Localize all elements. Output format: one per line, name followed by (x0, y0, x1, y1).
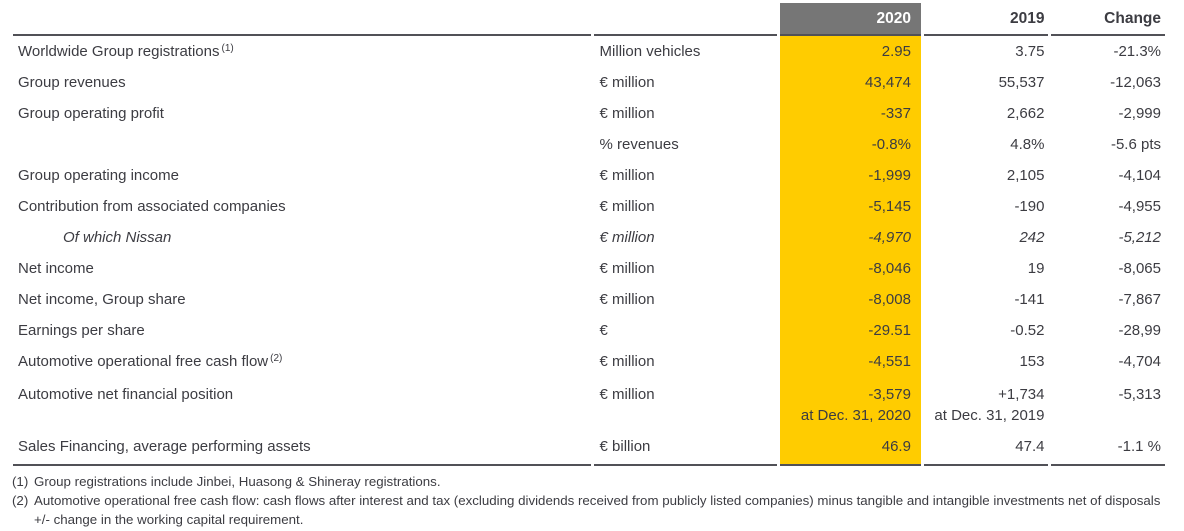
value-2020: 43,474 (780, 67, 921, 98)
row-unit: € (599, 322, 608, 339)
footnote-ref: (2) (270, 353, 283, 364)
row-label: Group operating profit (18, 105, 164, 122)
value-2019: +1,734 at Dec. 31, 2019 (924, 377, 1049, 429)
row-unit: € million (599, 291, 655, 308)
row-unit: € million (599, 260, 655, 277)
value-2020: -4,970 (780, 222, 921, 253)
table-row: Group operating profit € million -337 2,662… (13, 98, 1165, 129)
header-unit-spacer (593, 3, 778, 36)
value-2019: -190 (1014, 198, 1045, 215)
value-2019: 47.4 (923, 429, 1049, 466)
value-2020: 2.95 (780, 36, 921, 67)
table-row: Group operating income € million -1,999 2,1… (13, 160, 1165, 191)
value-change: -12,063 (1110, 74, 1161, 91)
row-label: Net income (18, 260, 94, 277)
row-unit: % revenues (599, 136, 679, 153)
value-2020: -3,579 at Dec. 31, 2020 (780, 377, 921, 429)
row-unit: € million (599, 229, 655, 246)
value-change: -5,313 (1118, 386, 1161, 403)
value-change: -21.3% (1113, 43, 1161, 60)
key-figures-rows: Worldwide Group registrations (1) Million … (13, 36, 1165, 466)
footnote-marker: (1) (12, 474, 29, 489)
header-2019: 2019 (923, 3, 1049, 36)
footnote-marker: (2) (12, 493, 29, 508)
value-change: -4,704 (1118, 353, 1161, 370)
row-label: Sales Financing, average performing asse… (13, 429, 591, 466)
value-change: -8,065 (1118, 260, 1161, 277)
value-2019: 55,537 (998, 74, 1045, 91)
row-label: Automotive operational free cash flow (2) (18, 353, 283, 370)
value-2020: -8,008 (780, 284, 921, 315)
table-row: Of which Nissan € million -4,970 242 -5,212 (13, 222, 1165, 253)
row-label: Of which Nissan (63, 229, 172, 246)
value-2020: -1,999 (780, 160, 921, 191)
table-row: Automotive operational free cash flow (2)… (13, 346, 1165, 377)
value-change: -4,955 (1118, 198, 1161, 215)
value-2019: 2,662 (1006, 105, 1045, 122)
value-2020: -29.51 (780, 315, 921, 346)
row-unit: Million vehicles (599, 43, 701, 60)
row-unit: € million (599, 105, 655, 122)
footnote: (1) Group registrations include Jinbei, H… (12, 472, 1176, 491)
value-change: -2,999 (1118, 105, 1161, 122)
row-label: Contribution from associated companies (18, 198, 286, 215)
footnote-text: Automotive operational free cash flow: c… (34, 493, 1161, 527)
value-2020-date-note: at Dec. 31, 2020 (800, 407, 911, 424)
value-2020: -0.8% (780, 129, 921, 160)
value-change: -5.6 pts (1110, 136, 1161, 153)
key-figures-table: 2020 2019 Change Worldwide Group registr… (10, 3, 1168, 466)
table-row: Sales Financing, average performing asse… (13, 429, 1165, 466)
row-label: Group operating income (18, 167, 179, 184)
header-2020: 2020 (780, 3, 921, 36)
table-header: 2020 2019 Change (13, 3, 1165, 36)
row-label: Group revenues (18, 74, 126, 91)
row-label: Net income, Group share (18, 291, 186, 308)
table-row: Contribution from associated companies € … (13, 191, 1165, 222)
table-row: Automotive net financial position € milli… (13, 377, 1165, 429)
value-2019: 2,105 (1006, 167, 1045, 184)
row-unit: € million (599, 74, 655, 91)
row-unit: € million (599, 198, 655, 215)
header-change: Change (1051, 3, 1165, 36)
value-change: -4,104 (1118, 167, 1161, 184)
value-2019: -141 (1014, 291, 1045, 308)
value-2019: 4.8% (1010, 136, 1045, 153)
row-unit: € million (599, 167, 655, 184)
footnote-text: Group registrations include Jinbei, Huas… (34, 474, 441, 489)
table-row: Net income € million -8,046 19 -8,065 (13, 253, 1165, 284)
table-row: Earnings per share € -29.51 -0.52 -28,99 (13, 315, 1165, 346)
table-row: Worldwide Group registrations (1) Million … (13, 36, 1165, 67)
value-change: -1.1 % (1051, 429, 1165, 466)
row-label (13, 129, 591, 160)
row-label: Automotive net financial position (18, 386, 234, 403)
value-2019: 242 (1019, 229, 1045, 246)
value-2020: -4,551 (780, 346, 921, 377)
footnote-ref: (1) (221, 43, 234, 54)
footnotes: (1) Group registrations include Jinbei, H… (12, 472, 1176, 529)
table-row: Net income, Group share € million -8,008 -1… (13, 284, 1165, 315)
value-2020: 46.9 (780, 429, 921, 466)
value-change: -28,99 (1118, 322, 1161, 339)
value-2020: -8,046 (780, 253, 921, 284)
row-label: Worldwide Group registrations (1) (18, 43, 234, 60)
value-change: -7,867 (1118, 291, 1161, 308)
value-2019: 19 (1027, 260, 1045, 277)
value-2019: -0.52 (1010, 322, 1045, 339)
table-row: % revenues -0.8% 4.8% -5.6 pts (13, 129, 1165, 160)
row-label: Earnings per share (18, 322, 145, 339)
header-label-spacer (13, 3, 591, 36)
value-2020: -337 (780, 98, 921, 129)
value-2019: 153 (1019, 353, 1045, 370)
footnote: (2) Automotive operational free cash flow… (12, 491, 1176, 529)
value-change: -5,212 (1118, 229, 1161, 246)
header-row: 2020 2019 Change (13, 3, 1165, 36)
value-2019-date-note: at Dec. 31, 2019 (934, 407, 1045, 424)
row-unit: € billion (593, 429, 778, 466)
row-unit: € million (599, 353, 655, 370)
table-row: Group revenues € million 43,474 55,537 -12,0… (13, 67, 1165, 98)
row-unit: € million (599, 386, 655, 403)
value-2020: -5,145 (780, 191, 921, 222)
value-2019: 3.75 (1015, 43, 1045, 60)
